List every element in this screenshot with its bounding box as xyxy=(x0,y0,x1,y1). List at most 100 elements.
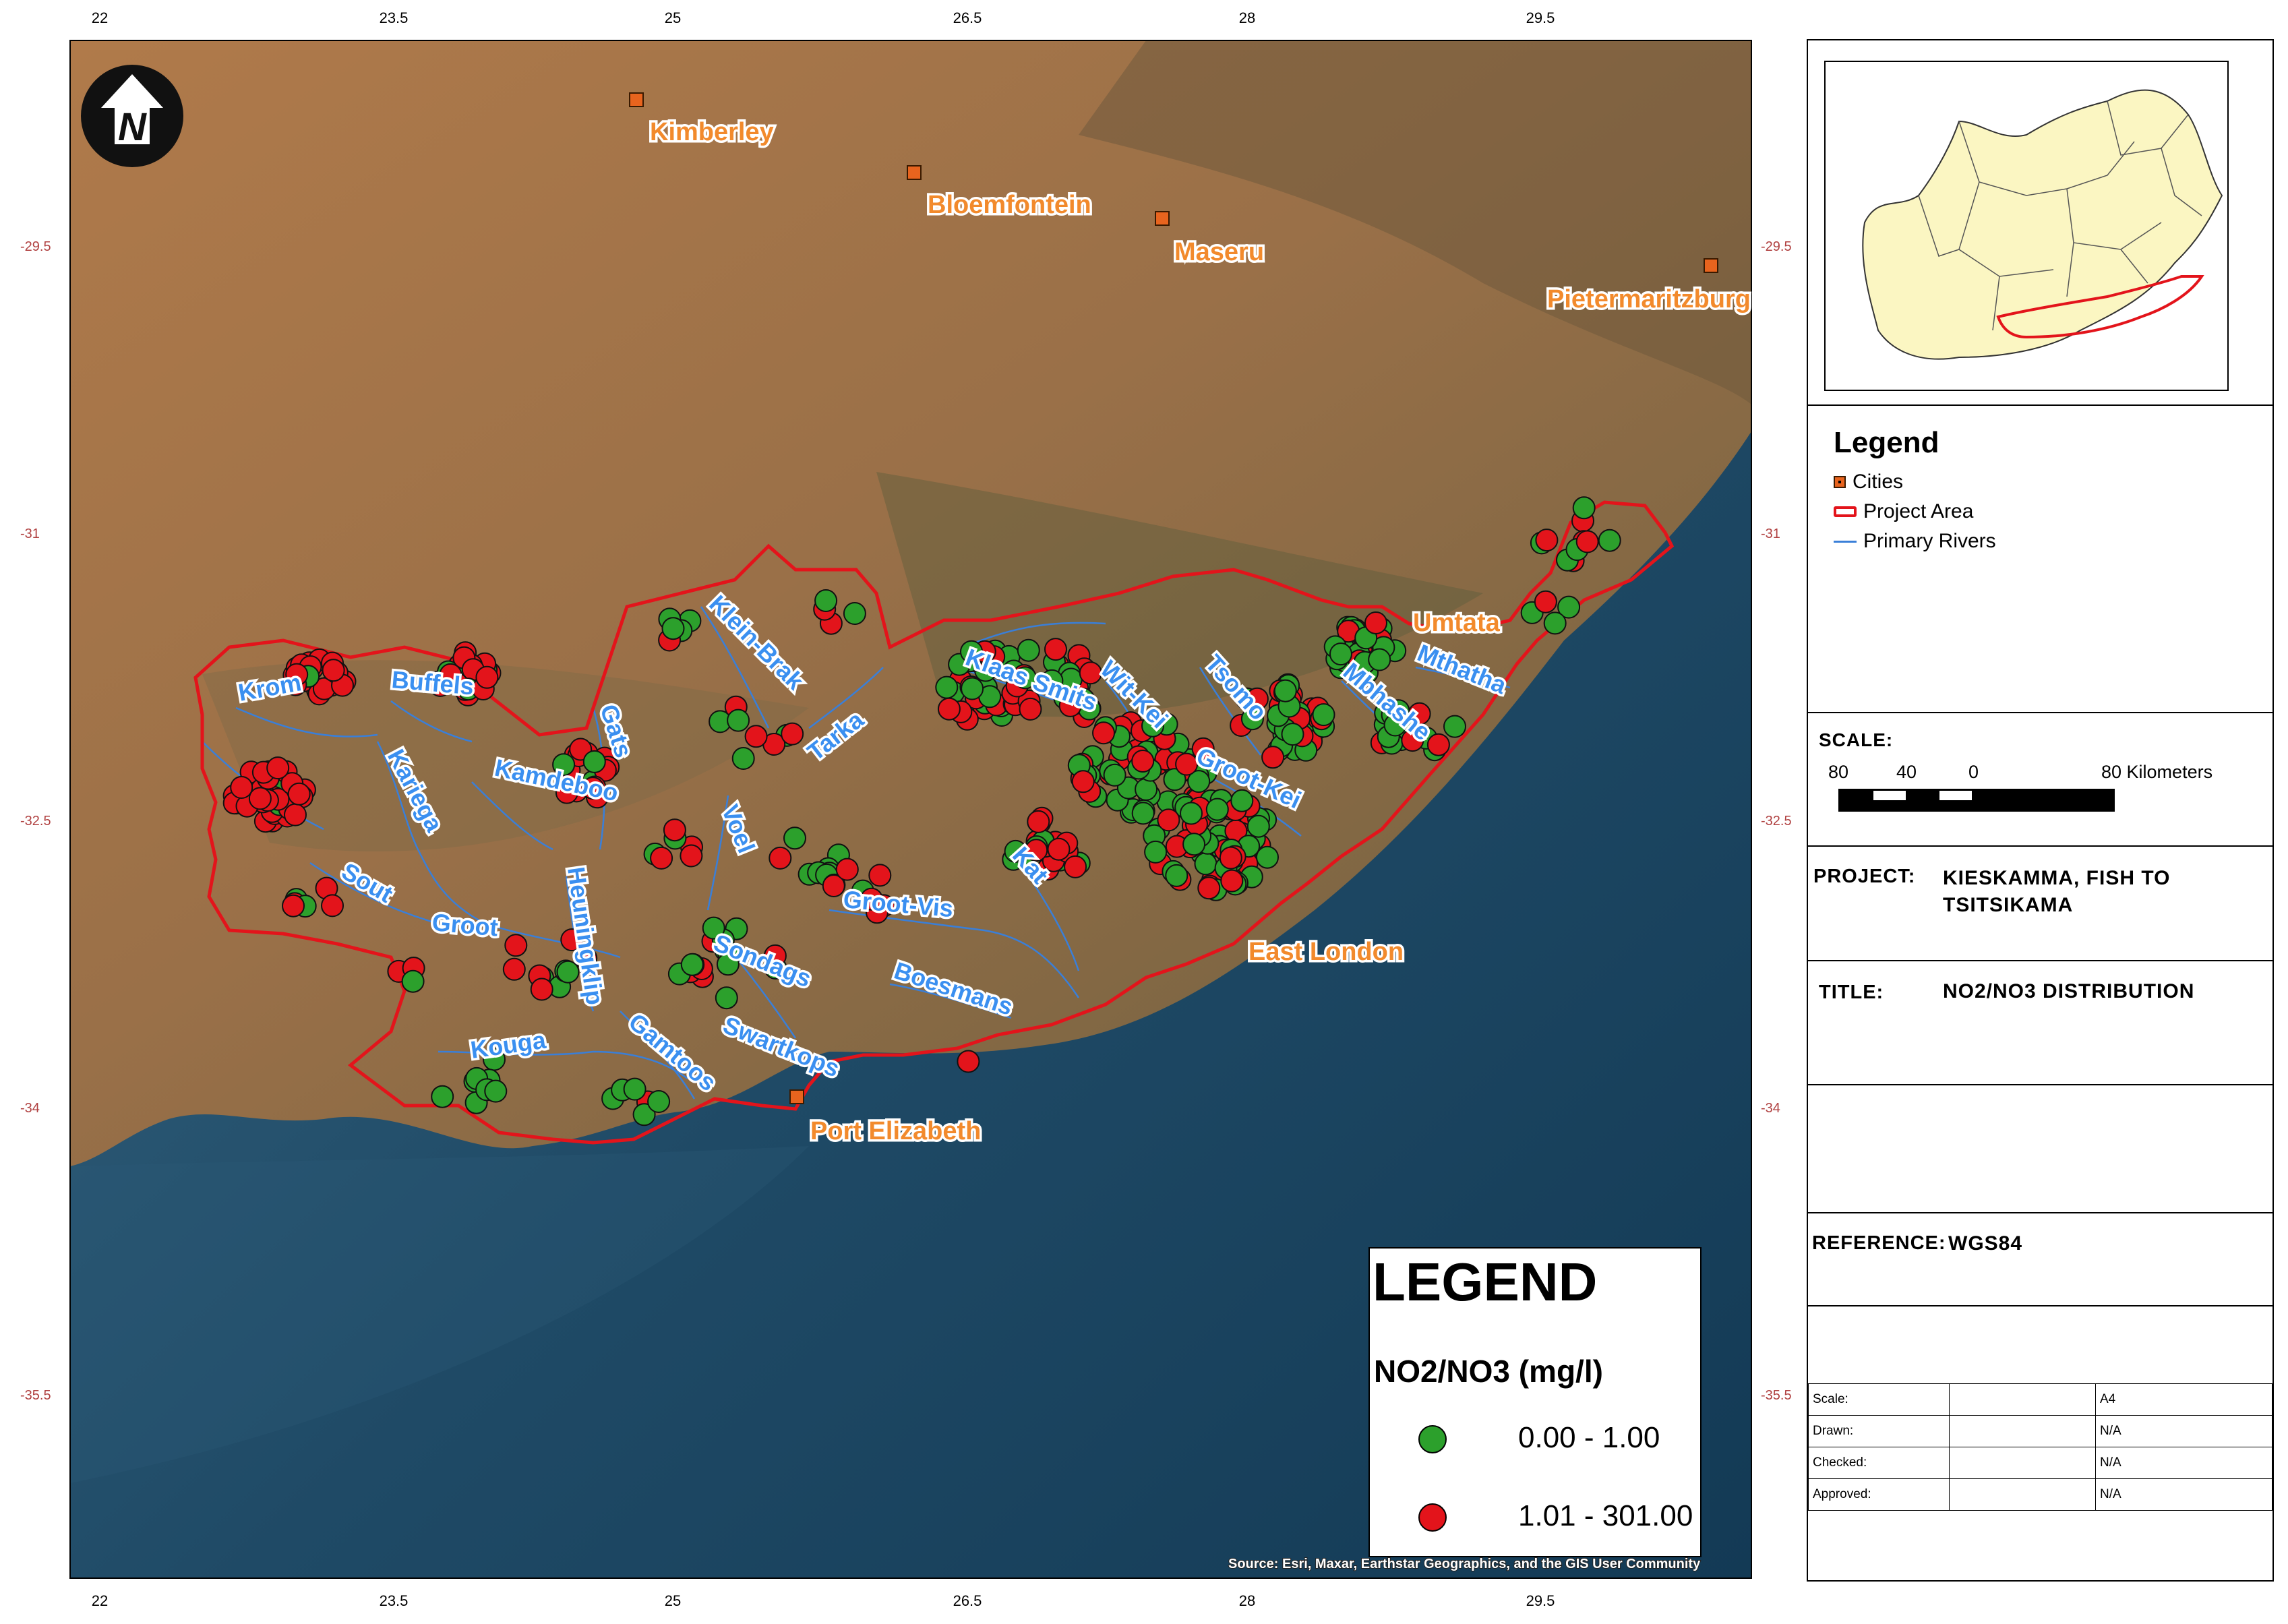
sample-point-low xyxy=(582,750,606,773)
sample-point-high xyxy=(1058,694,1082,717)
sample-point-low xyxy=(702,916,725,940)
sample-point-low xyxy=(1598,529,1621,552)
city-markers: Kimberley Bloemfontein Maseru Pietermari… xyxy=(629,92,1753,1148)
sample-point-high xyxy=(1064,855,1087,878)
blank-section xyxy=(1808,1305,2272,1383)
city-label-bloemfontein: Bloemfontein xyxy=(928,191,1091,219)
sample-point-low xyxy=(1543,611,1567,635)
sample-point-high xyxy=(230,776,253,799)
sample-point-high xyxy=(248,787,272,810)
sample-point-low xyxy=(1163,768,1186,791)
signoff-table-section: Scale: A4 Drawn: N/A Checked: N/A Approv… xyxy=(1808,1383,2272,1583)
table-row: Checked: N/A xyxy=(1808,1447,2272,1479)
lat-axis-left: -29.5 -31 -32.5 -34 -35.5 xyxy=(20,239,51,1403)
sample-point-low xyxy=(783,826,806,850)
river-line-icon xyxy=(1834,540,1857,543)
signoff-table: Scale: A4 Drawn: N/A Checked: N/A Approv… xyxy=(1808,1383,2272,1511)
lat-tick: -29.5 xyxy=(20,239,51,254)
lon-tick: 28 xyxy=(1239,9,1255,26)
lon-tick: 23.5 xyxy=(380,9,409,26)
sample-point-high xyxy=(1364,611,1387,634)
blank-section xyxy=(1808,1084,2272,1212)
reference-value: WGS84 xyxy=(1948,1232,2023,1255)
lon-tick: 25 xyxy=(665,1592,681,1609)
title-value: NO2/NO3 DISTRIBUTION xyxy=(1943,980,2195,1002)
legend-item-label: Cities xyxy=(1853,471,1904,493)
scale-tick: 80 Kilometers xyxy=(2101,762,2213,782)
sample-point-low xyxy=(1180,802,1203,825)
legend-item-project-area: Project Area xyxy=(1834,500,1973,523)
river-line xyxy=(438,1050,688,1080)
satellite-basemap xyxy=(70,40,1751,1578)
svg-text:N: N xyxy=(118,105,147,149)
title-section: TITLE: NO2/NO3 DISTRIBUTION xyxy=(1808,960,2272,1084)
red-circle-icon xyxy=(1418,1503,1447,1532)
map-legend-section: Legend Cities Project Area Primary River… xyxy=(1808,404,2272,712)
lat-tick: -35.5 xyxy=(20,1388,51,1403)
legend-class-label: 1.01 - 301.00 xyxy=(1518,1499,1693,1532)
table-cell-value: A4 xyxy=(2095,1383,2272,1416)
sample-point-low xyxy=(1246,814,1270,838)
city-label-port-elizabeth: Port Elizabeth xyxy=(810,1117,981,1145)
table-cell-value: N/A xyxy=(2095,1478,2272,1511)
sample-point-high xyxy=(769,846,792,870)
sample-point-high xyxy=(1575,530,1599,553)
sample-point-high xyxy=(502,957,526,981)
sample-point-high xyxy=(1535,529,1559,552)
sample-point-low xyxy=(715,986,738,1010)
city-label-maseru: Maseru xyxy=(1174,238,1264,266)
project-section: PROJECT: KIESKAMMA, FISH TO TSITSIKAMA xyxy=(1808,845,2272,960)
sample-point-low xyxy=(1131,802,1155,825)
sample-point-low xyxy=(484,1079,508,1103)
city-label-pietermaritzburg: Pietermaritzburg xyxy=(1547,285,1751,313)
legend-item-label: Primary Rivers xyxy=(1863,530,1996,552)
project-value-line1: KIESKAMMA, FISH TO xyxy=(1943,867,2171,889)
sample-point-low xyxy=(1273,679,1297,702)
legend-class-low: 0.00 - 1.00 xyxy=(1370,1421,1700,1466)
river-line xyxy=(471,781,553,851)
sample-point-high xyxy=(1426,733,1450,756)
lon-tick: 29.5 xyxy=(1526,1592,1555,1609)
sample-point-low xyxy=(1230,789,1254,812)
river-label-groot-vis: Groot-Vis xyxy=(842,885,954,922)
table-row: Drawn: N/A xyxy=(1808,1415,2272,1447)
reference-section: REFERENCE: WGS84 xyxy=(1808,1212,2272,1305)
project-key: PROJECT: xyxy=(1813,866,1916,887)
scale-tick: 80 xyxy=(1828,762,1849,782)
sample-point-high xyxy=(680,844,703,868)
lat-tick: -35.5 xyxy=(1761,1388,1792,1403)
sample-point-low xyxy=(1557,595,1581,619)
sample-point-low xyxy=(1312,703,1335,727)
sample-point-low xyxy=(1443,715,1466,738)
city-marker-icon xyxy=(789,1089,804,1104)
sample-point-low xyxy=(1182,833,1206,856)
legend-item-label: Project Area xyxy=(1863,500,1974,522)
sample-point-high xyxy=(475,665,499,689)
sample-point-low xyxy=(647,1090,671,1113)
sample-point-high xyxy=(504,934,528,957)
sample-point-low xyxy=(961,677,984,700)
sample-point-high xyxy=(266,756,290,780)
city-marker-icon xyxy=(1704,258,1718,273)
sample-point-high xyxy=(287,782,311,806)
lon-axis-top: 22 23.5 25 26.5 28 29.5 xyxy=(92,9,1555,26)
sample-point-high xyxy=(581,777,605,800)
table-cell-key: Checked: xyxy=(1808,1447,1950,1479)
sample-point-high xyxy=(1092,721,1115,745)
sample-point-high xyxy=(530,978,553,1001)
lat-tick: -29.5 xyxy=(1761,239,1792,254)
sample-point-high xyxy=(285,663,309,686)
table-cell-key: Scale: xyxy=(1808,1383,1950,1416)
river-line xyxy=(808,667,884,729)
scale-tick: 0 xyxy=(1968,762,1979,782)
sample-point-low xyxy=(1256,845,1279,869)
title-key: TITLE: xyxy=(1819,982,1884,1003)
sample-point-high xyxy=(1047,837,1071,861)
south-africa-inset-map xyxy=(1824,61,2229,391)
sample-point-high xyxy=(1079,661,1102,685)
river-line xyxy=(620,1011,696,1100)
lon-tick: 23.5 xyxy=(380,1592,409,1609)
city-marker-icon xyxy=(629,92,644,107)
sample-point-low xyxy=(401,969,425,993)
